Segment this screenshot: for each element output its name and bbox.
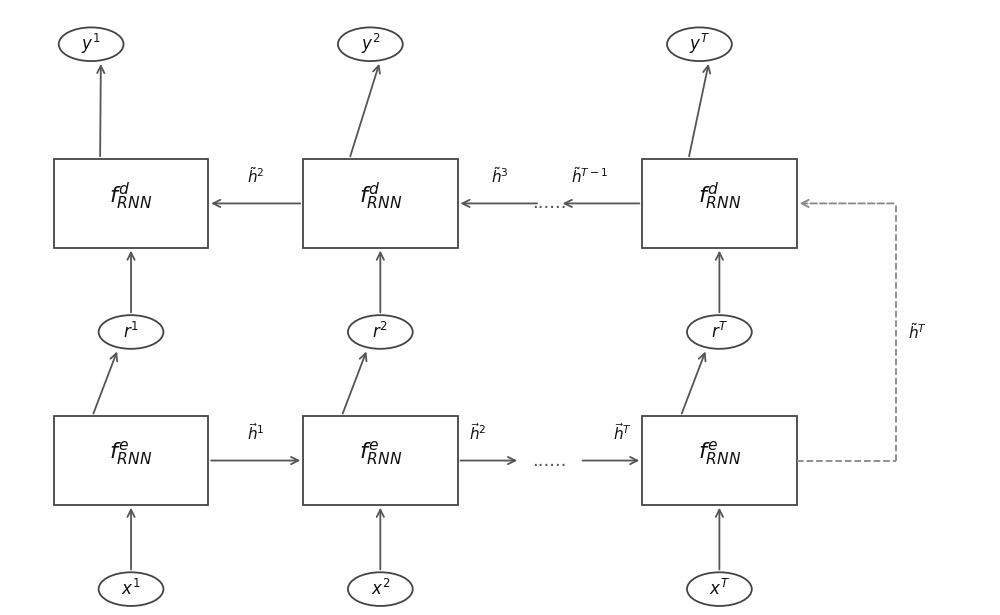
Ellipse shape [348, 573, 413, 606]
Text: ......: ...... [533, 194, 567, 212]
Ellipse shape [99, 573, 163, 606]
Text: $f^d_{RNN}$: $f^d_{RNN}$ [698, 180, 741, 212]
Text: $f^d_{RNN}$: $f^d_{RNN}$ [359, 180, 402, 212]
Ellipse shape [348, 315, 413, 349]
Text: $f^d_{RNN}$: $f^d_{RNN}$ [109, 180, 153, 212]
Text: $r^T$: $r^T$ [711, 322, 728, 342]
Bar [54, 416, 208, 505]
Text: $r^2$: $r^2$ [372, 322, 388, 342]
Text: $\vec{h}^2$: $\vec{h}^2$ [469, 423, 486, 443]
Text: $f^e_{RNN}$: $f^e_{RNN}$ [109, 439, 153, 467]
Text: $x^1$: $x^1$ [121, 579, 141, 599]
Ellipse shape [59, 28, 124, 61]
Text: $\vec{h}^T$: $\vec{h}^T$ [613, 423, 632, 443]
Ellipse shape [667, 28, 732, 61]
Text: $\vec{h}^1$: $\vec{h}^1$ [247, 423, 264, 443]
Bar [642, 159, 797, 248]
Text: $y^2$: $y^2$ [361, 32, 380, 57]
Ellipse shape [99, 315, 163, 349]
Bar [303, 159, 458, 248]
Ellipse shape [687, 315, 752, 349]
Text: $x^T$: $x^T$ [709, 579, 730, 599]
Text: ......: ...... [533, 451, 567, 470]
Text: $r^1$: $r^1$ [123, 322, 139, 342]
Text: $\tilde{h}^T$: $\tilde{h}^T$ [908, 322, 927, 342]
Bar [642, 416, 797, 505]
Bar [303, 416, 458, 505]
Bar [54, 159, 208, 248]
Text: $\tilde{h}^2$: $\tilde{h}^2$ [247, 166, 264, 186]
Text: $\tilde{h}^3$: $\tilde{h}^3$ [491, 166, 509, 186]
Ellipse shape [338, 28, 403, 61]
Ellipse shape [687, 573, 752, 606]
Text: $y^1$: $y^1$ [81, 32, 101, 57]
Text: $y^T$: $y^T$ [689, 32, 710, 57]
Text: $x^2$: $x^2$ [371, 579, 390, 599]
Text: $f^e_{RNN}$: $f^e_{RNN}$ [698, 439, 741, 467]
Text: $f^e_{RNN}$: $f^e_{RNN}$ [359, 439, 402, 467]
Text: $\tilde{h}^{T-1}$: $\tilde{h}^{T-1}$ [571, 166, 608, 186]
